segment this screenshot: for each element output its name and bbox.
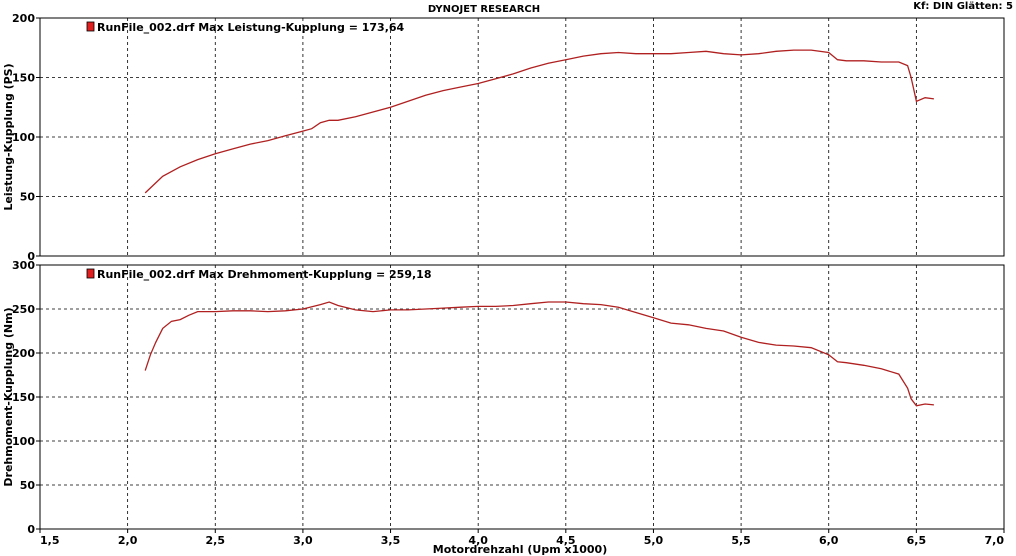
x-tick-label: 6,5: [907, 534, 927, 547]
chart-title: DYNOJET RESEARCH: [428, 4, 540, 15]
x-tick-label: 6,0: [819, 534, 839, 547]
settings-info: Kf: DIN Glätten: 5: [913, 1, 1013, 12]
chart-panel-1: 0 50 100 150 200 Leistung-Kupplung (PS) RunFil…: [2, 12, 1005, 263]
legend-label: RunFile_002.drf Max Leistung-Kupplung = …: [97, 21, 405, 34]
x-tick-label: 2,0: [118, 534, 138, 547]
x-tick-label: 4,0: [468, 534, 488, 547]
y-tick-label: 150: [12, 391, 35, 404]
y-tick-label: 300: [12, 259, 35, 272]
y-axis-label: Leistung-Kupplung (PS): [2, 63, 15, 210]
y-tick-label: 0: [27, 250, 35, 263]
x-tick-label: 5,5: [731, 534, 751, 547]
x-tick-label: 4,5: [556, 534, 576, 547]
legend-label: RunFile_002.drf Max Drehmoment-Kupplung …: [97, 268, 431, 281]
x-tick-label: 1,5: [40, 534, 60, 547]
y-tick-label: 150: [12, 72, 35, 85]
series-line-2: [144, 301, 934, 407]
y-tick-label: 0: [27, 523, 35, 536]
series-line-1: [144, 49, 934, 194]
y-tick-label: 50: [20, 479, 36, 492]
y-tick-label: 200: [12, 12, 35, 25]
x-tick-label: 7,0: [985, 534, 1005, 547]
y-tick-label: 50: [20, 191, 36, 204]
legend-swatch: [86, 21, 95, 32]
y-tick-label: 200: [12, 347, 35, 360]
x-tick-label: 5,0: [644, 534, 664, 547]
x-tick-label: 3,5: [381, 534, 401, 547]
chart-panel-2: 0 50 100 150 200 250 300 1,5 2,0 2,5 3,0 3,5 4,0 4,5 5…: [2, 259, 1005, 556]
y-axis-label: Drehmoment-Kupplung (Nm): [2, 307, 15, 486]
y-tick-label: 100: [12, 131, 35, 144]
x-tick-label: 2,5: [206, 534, 226, 547]
y-tick-label: 250: [12, 303, 35, 316]
x-axis-label: Motordrehzahl (Upm x1000): [433, 543, 607, 556]
x-tick-label: 3,0: [293, 534, 313, 547]
legend-swatch: [86, 268, 95, 279]
y-tick-label: 100: [12, 435, 35, 448]
